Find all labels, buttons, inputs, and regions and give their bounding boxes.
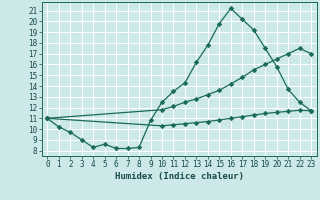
X-axis label: Humidex (Indice chaleur): Humidex (Indice chaleur) bbox=[115, 172, 244, 181]
